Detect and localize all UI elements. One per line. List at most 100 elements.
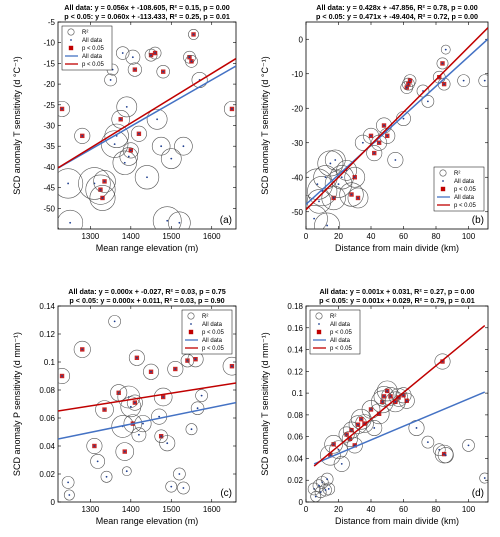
data-point bbox=[182, 487, 185, 489]
r2-circle bbox=[339, 182, 364, 207]
legend-label: p < 0.05 bbox=[330, 346, 353, 352]
r2-circle bbox=[73, 340, 91, 358]
data-point bbox=[68, 494, 71, 496]
legend-significant-marker bbox=[440, 186, 446, 192]
data-point bbox=[160, 145, 163, 148]
data-point bbox=[483, 79, 486, 82]
y-tick-label: -10 bbox=[43, 39, 55, 48]
r2-circle bbox=[115, 442, 135, 461]
chart-title-line2: p < 0.05: y = 0.000x + 0.011, R² = 0.03,… bbox=[69, 296, 224, 305]
r2-circle bbox=[74, 127, 91, 144]
legend-label: All data bbox=[454, 195, 475, 201]
data-point bbox=[350, 193, 353, 196]
r2-circle bbox=[434, 353, 451, 370]
fit-line-all-data bbox=[313, 391, 486, 465]
r2-circle bbox=[402, 77, 415, 91]
fit-line-significant bbox=[313, 325, 486, 467]
data-point bbox=[123, 450, 126, 453]
r2-circle bbox=[116, 96, 138, 118]
data-point bbox=[127, 155, 130, 158]
data-point bbox=[407, 83, 410, 85]
r2-circle bbox=[78, 167, 111, 200]
x-tick-label: 20 bbox=[334, 232, 343, 241]
r2-circle bbox=[185, 423, 198, 436]
r2-circle bbox=[151, 136, 171, 156]
r2-circle bbox=[58, 100, 71, 117]
r2-circle bbox=[154, 429, 168, 443]
data-point bbox=[394, 159, 397, 161]
data-point bbox=[378, 141, 381, 144]
data-point bbox=[444, 48, 447, 51]
data-point bbox=[150, 54, 152, 57]
r2-circle bbox=[174, 136, 193, 156]
r2-circle bbox=[307, 482, 321, 496]
data-point bbox=[318, 200, 320, 203]
y-axis-label: SCD anomaly T sensitivity (d °C⁻¹) bbox=[260, 56, 270, 195]
r2-circle bbox=[223, 100, 236, 117]
data-point bbox=[129, 149, 132, 152]
r2-circle bbox=[314, 212, 341, 229]
r2-circle bbox=[148, 46, 162, 60]
r2-circle bbox=[134, 165, 160, 190]
data-point bbox=[462, 79, 465, 82]
data-point bbox=[190, 428, 193, 431]
data-point bbox=[182, 145, 185, 148]
data-point bbox=[93, 445, 96, 447]
r2-circle bbox=[120, 396, 142, 418]
data-point bbox=[125, 105, 128, 108]
legend-point-marker bbox=[318, 323, 320, 325]
x-axis-label: Distance from main divide (km) bbox=[335, 243, 459, 253]
data-point bbox=[138, 433, 140, 436]
y-tick-label: 0.06 bbox=[39, 414, 55, 423]
x-tick-label: 1500 bbox=[162, 505, 180, 514]
chart-panel-4: All data: y = 0.001x + 0.031, R² = 0.27,… bbox=[260, 287, 489, 526]
data-point bbox=[162, 70, 165, 73]
r2-circle bbox=[195, 389, 208, 402]
r2-circle bbox=[336, 160, 357, 181]
x-tick-label: 40 bbox=[367, 232, 376, 241]
y-axis-label: SCD anomaly T sensitivity (d mm⁻¹) bbox=[260, 332, 270, 475]
legend-r2-marker bbox=[67, 28, 75, 36]
x-tick-label: 20 bbox=[334, 505, 343, 514]
data-point bbox=[131, 56, 134, 59]
data-point bbox=[142, 422, 144, 425]
r2-circle bbox=[177, 481, 190, 495]
data-point bbox=[313, 217, 316, 220]
r2-circle bbox=[111, 415, 135, 438]
legend-point-marker bbox=[190, 323, 192, 325]
r2-circle bbox=[320, 472, 334, 486]
data-point bbox=[96, 460, 99, 463]
panel-label: (a) bbox=[220, 215, 232, 226]
legend: R² All data p < 0.05 All data p < 0.05 bbox=[181, 309, 233, 355]
data-point bbox=[103, 180, 106, 183]
y-tick-label: 0.04 bbox=[287, 454, 303, 463]
data-point bbox=[402, 394, 405, 397]
data-point bbox=[125, 470, 128, 473]
data-point bbox=[113, 320, 116, 323]
data-point bbox=[337, 448, 340, 451]
data-point bbox=[394, 400, 397, 403]
r2-circle bbox=[123, 414, 143, 433]
r2-circle bbox=[95, 400, 114, 419]
r2-circle bbox=[167, 361, 184, 377]
r2-circle bbox=[126, 394, 143, 411]
y-tick-label: 0.02 bbox=[287, 476, 303, 485]
data-point bbox=[81, 348, 84, 351]
r2-circle bbox=[119, 147, 139, 166]
data-point bbox=[81, 134, 84, 137]
y-tick-label: -25 bbox=[43, 101, 55, 110]
data-point bbox=[170, 485, 173, 488]
y-tick-label: 0.14 bbox=[287, 346, 303, 355]
r2-circle bbox=[354, 134, 371, 151]
legend-r2-marker bbox=[187, 312, 195, 320]
data-point bbox=[146, 176, 148, 179]
legend-label: R² bbox=[202, 314, 208, 320]
y-tick-label: 0.08 bbox=[287, 411, 303, 420]
data-point bbox=[357, 197, 359, 199]
r2-circle bbox=[347, 187, 369, 209]
r2-circle bbox=[387, 152, 404, 168]
data-point bbox=[340, 462, 343, 465]
data-point bbox=[190, 60, 193, 63]
r2-circle bbox=[108, 315, 121, 328]
r2-circle bbox=[111, 110, 130, 129]
